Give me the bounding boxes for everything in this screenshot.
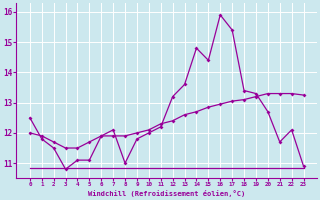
X-axis label: Windchill (Refroidissement éolien,°C): Windchill (Refroidissement éolien,°C) [88,190,245,197]
